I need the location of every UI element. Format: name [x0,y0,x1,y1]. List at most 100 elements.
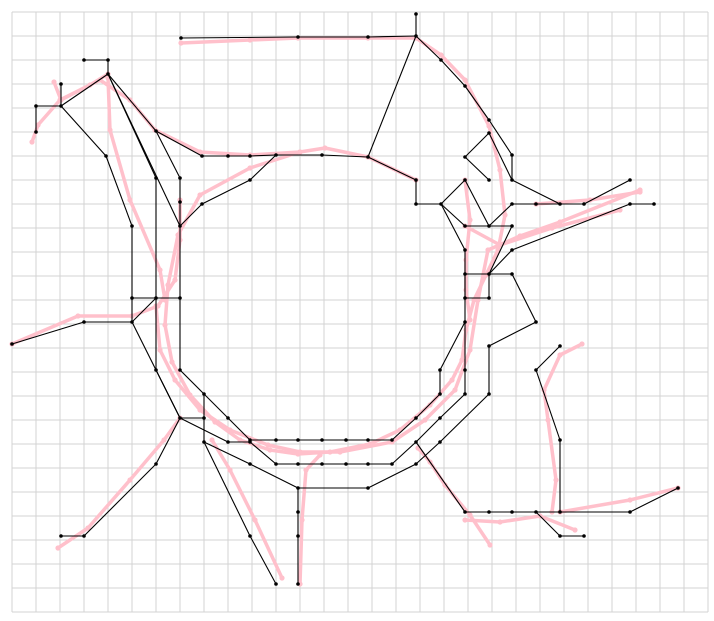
pink-node [247,165,253,171]
pink-node [337,449,343,455]
black-node [296,35,300,39]
pink-routes [9,35,681,587]
black-node [534,320,538,324]
black-edge [488,203,513,227]
black-node [296,534,300,538]
pink-node [442,482,448,488]
black-node [178,224,182,228]
black-node [414,416,418,420]
black-edge [535,345,561,371]
black-edge [249,463,299,489]
black-node [106,58,110,62]
black-edge [439,321,466,371]
pink-node [557,352,563,358]
black-node [274,153,278,157]
black-node [390,462,394,466]
black-node [106,72,110,76]
pink-node [449,377,455,383]
pink-node [267,447,273,453]
black-node [628,510,632,514]
pink-node [252,517,258,523]
black-node [463,224,467,228]
pink-node [29,139,35,145]
black-node [558,202,562,206]
black-edge [415,441,466,513]
black-node [582,202,586,206]
black-edge [367,156,417,181]
pink-node [227,427,233,433]
black-node [82,320,86,324]
black-node [487,392,491,396]
black-node [179,36,183,40]
black-node [534,368,538,372]
black-node [202,416,206,420]
pink-node [497,167,503,173]
black-edge [535,369,561,441]
black-edge [439,393,466,419]
black-edge [83,463,157,537]
black-node [463,248,467,252]
black-node [154,368,158,372]
black-edge [440,203,466,227]
black-node [487,131,491,135]
pink-node [422,417,428,423]
black-node [274,582,278,586]
pink-node [467,317,473,323]
black-node [130,320,134,324]
black-edges [11,14,679,585]
black-edge [60,73,109,107]
black-node [510,248,514,252]
black-node [628,202,632,206]
black-node [558,534,562,538]
black-node [59,534,63,538]
pink-node [462,77,468,83]
black-edge [11,321,85,345]
black-edge [107,73,157,132]
black-node [582,534,586,538]
pink-node [237,437,243,443]
black-node [274,462,278,466]
black-node [178,296,182,300]
black-edge [155,130,203,157]
pink-route [210,438,284,580]
black-edge [203,393,229,419]
pink-node [279,575,285,581]
pink-node [452,387,458,393]
black-node [130,224,134,228]
black-node [463,155,467,159]
black-node [296,486,300,490]
black-node [344,438,348,442]
black-edge [464,156,490,181]
black-edge [391,441,417,465]
black-edge [249,535,277,585]
black-edge [440,59,466,87]
black-nodes [10,12,680,586]
black-edge [155,130,181,179]
black-node [414,12,418,16]
black-edge [415,393,441,419]
black-edge [105,155,133,227]
black-edge [488,132,513,181]
black-edge [488,321,537,347]
pink-node [487,542,493,548]
black-edge [511,203,631,251]
black-node [510,510,514,514]
pink-node [157,347,163,353]
pink-node [297,149,303,155]
pink-node [502,212,508,218]
pink-node [161,437,167,443]
pink-node [85,525,91,531]
black-node [414,462,418,466]
black-node [130,296,134,300]
black-edge [464,85,490,121]
black-node [463,368,467,372]
black-node [534,510,538,514]
black-edge [464,132,490,158]
black-edge [367,35,417,38]
pink-node [35,122,41,128]
black-node [248,154,252,158]
pink-node [247,37,253,43]
pink-node [459,357,465,363]
pink-node [127,197,133,203]
